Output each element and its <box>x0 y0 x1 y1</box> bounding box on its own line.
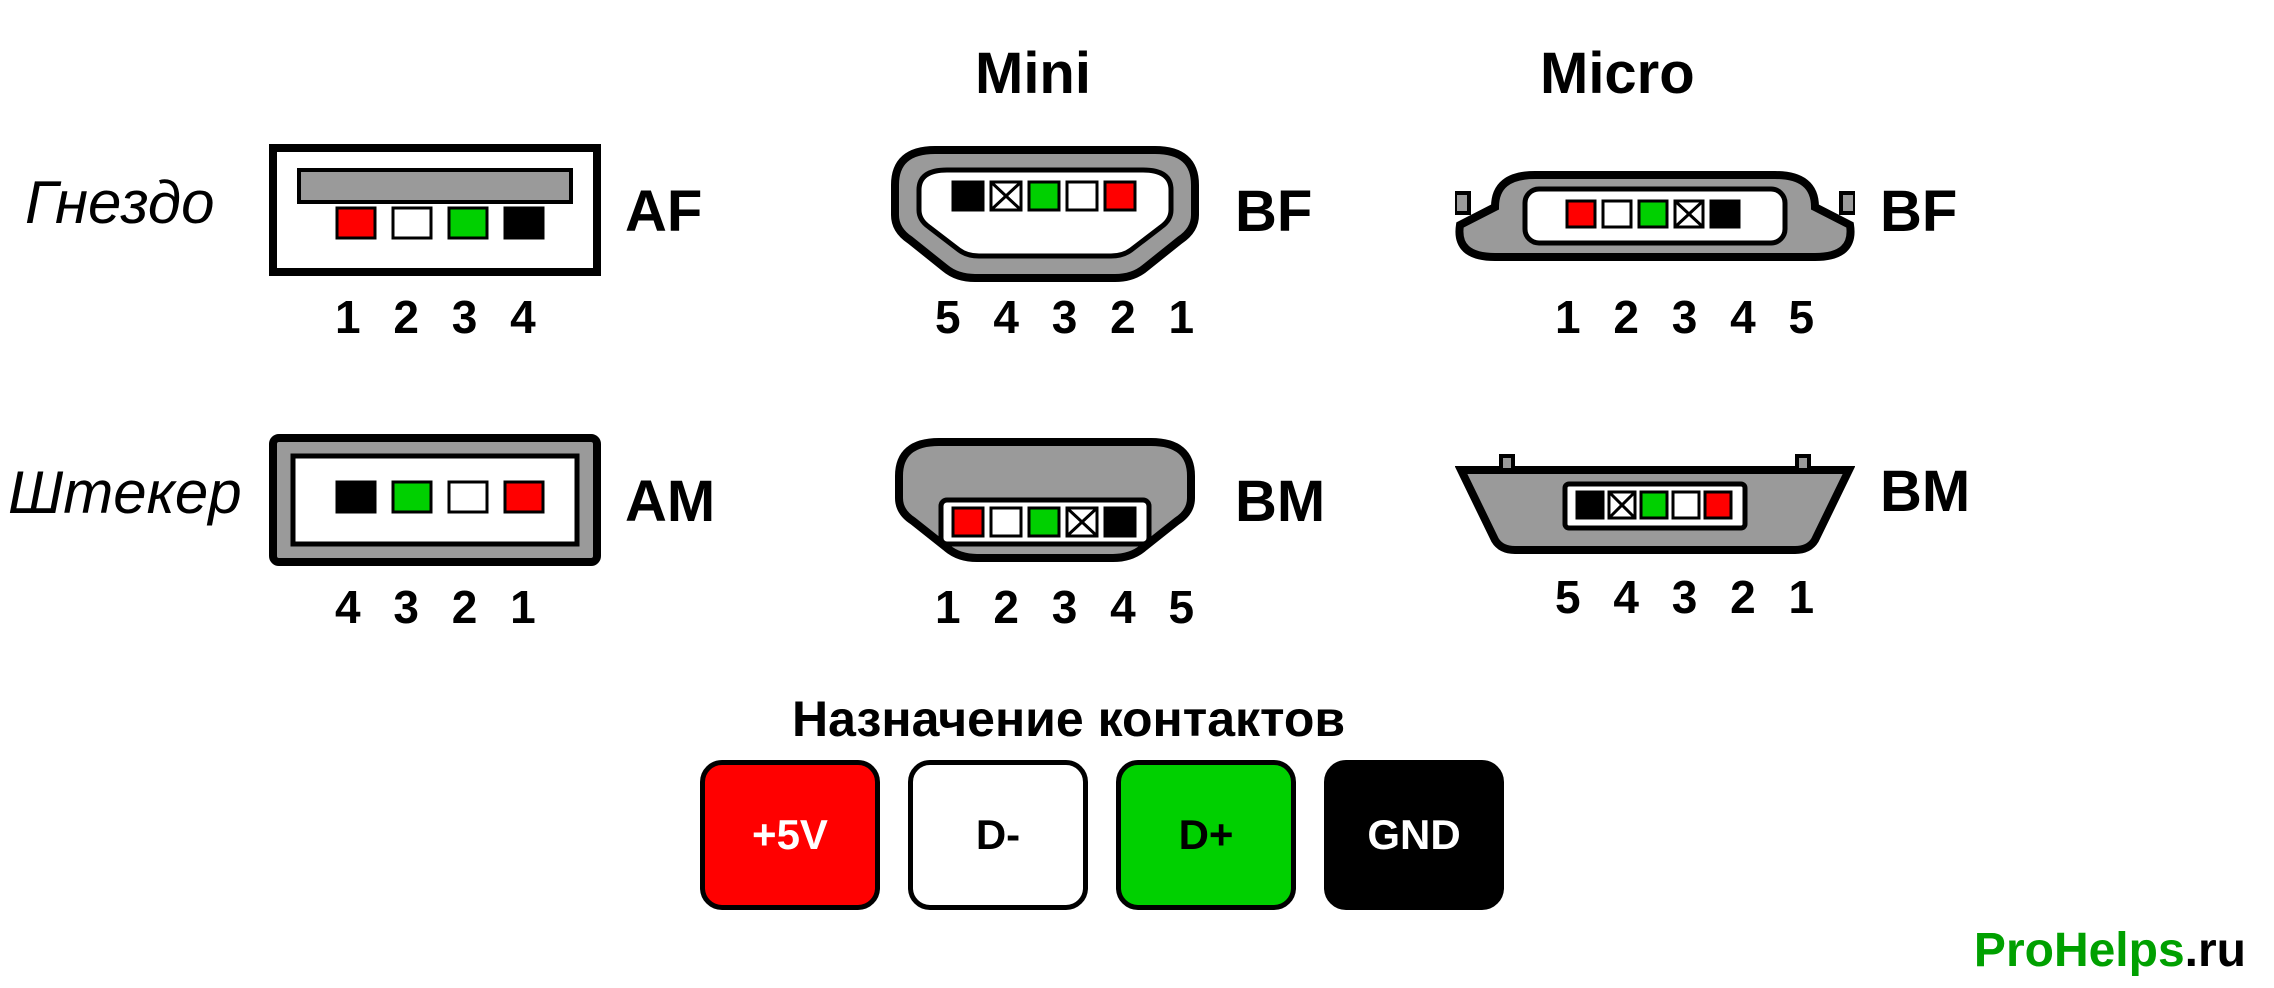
legend-dminus: D- <box>908 760 1088 910</box>
legend-gnd-label: GND <box>1367 811 1460 859</box>
code-micro-bf: BF <box>1880 178 1957 245</box>
code-micro-bm: BM <box>1880 458 1970 525</box>
legend-dplus-label: D+ <box>1179 811 1234 859</box>
watermark: ProHelps.ru <box>1974 923 2246 978</box>
pins-mini-bm: 1 2 3 4 5 <box>935 580 1204 634</box>
col-header-mini: Mini <box>975 40 1091 107</box>
connector-micro-bf <box>1455 145 1855 280</box>
connector-mini-bm <box>875 420 1215 585</box>
code-mini-bm: BM <box>1235 468 1325 535</box>
pins-mini-bf: 5 4 3 2 1 <box>935 290 1204 344</box>
connector-micro-bm <box>1455 440 1855 565</box>
mini-usb-male-icon <box>875 420 1215 580</box>
pins-micro-bf: 1 2 3 4 5 <box>1555 290 1824 344</box>
connector-mini-bf <box>875 130 1215 295</box>
legend-5v-label: +5V <box>752 811 828 859</box>
usb-a-male-icon <box>265 420 605 580</box>
connector-af <box>265 130 605 295</box>
row-label-socket: Гнездо <box>25 168 214 237</box>
legend-gnd: GND <box>1324 760 1504 910</box>
pins-af: 1 2 3 4 <box>335 290 546 344</box>
usb-a-female-icon <box>265 130 605 290</box>
pins-micro-bm: 5 4 3 2 1 <box>1555 570 1824 624</box>
micro-usb-female-icon <box>1455 145 1855 275</box>
legend-dplus: D+ <box>1116 760 1296 910</box>
legend-row: +5V D- D+ GND <box>700 760 1504 910</box>
mini-usb-female-icon <box>875 130 1215 290</box>
legend-5v: +5V <box>700 760 880 910</box>
code-mini-bf: BF <box>1235 178 1312 245</box>
legend-title: Назначение контактов <box>792 690 1345 748</box>
watermark-rest: .ru <box>2185 924 2246 977</box>
connector-am <box>265 420 605 585</box>
code-af: AF <box>625 178 702 245</box>
code-am: AM <box>625 468 715 535</box>
row-label-plug: Штекер <box>8 458 242 527</box>
pins-am: 4 3 2 1 <box>335 580 546 634</box>
micro-usb-male-icon <box>1455 440 1855 560</box>
col-header-micro: Micro <box>1540 40 1695 107</box>
legend-dminus-label: D- <box>976 811 1020 859</box>
watermark-accent: ProHelps <box>1974 924 2185 977</box>
